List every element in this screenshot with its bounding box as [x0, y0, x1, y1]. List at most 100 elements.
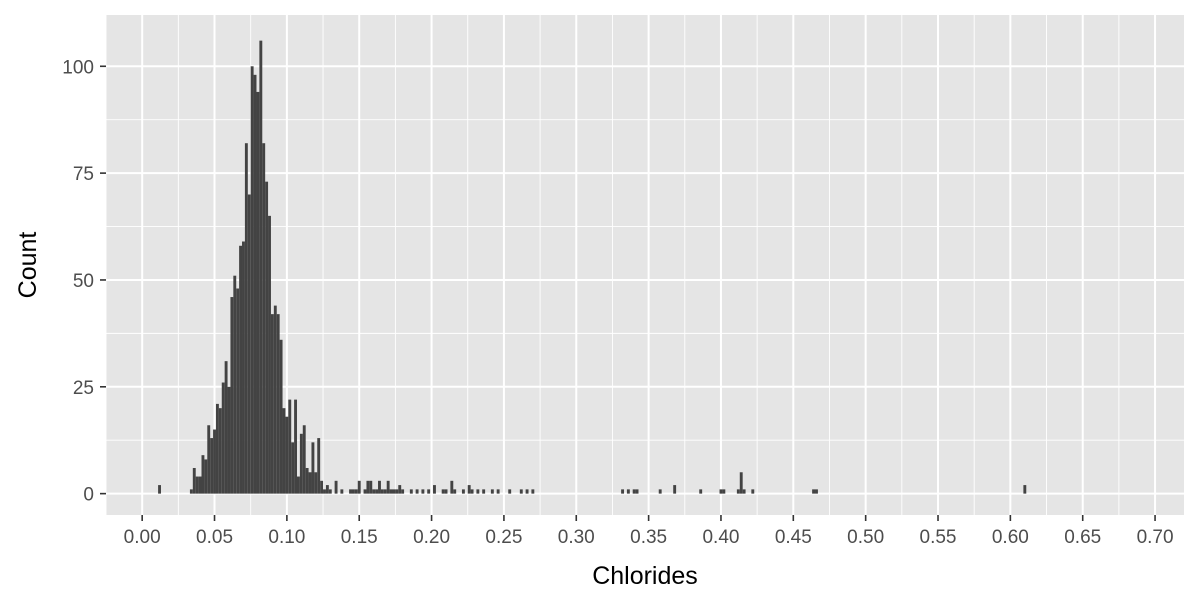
x-tick-label: 0.45: [775, 527, 812, 548]
histogram-bar: [227, 386, 231, 494]
x-tick-label: 0.10: [268, 527, 305, 548]
histogram-bar: [450, 480, 454, 494]
histogram-bar: [476, 489, 480, 494]
major-gridlines: [106, 15, 1184, 515]
histogram-bar: [363, 489, 367, 494]
histogram-bar: [427, 489, 431, 494]
histogram-bar: [253, 74, 257, 494]
histogram-bar: [739, 472, 743, 494]
histogram-bar: [233, 275, 237, 494]
histogram-bar: [262, 143, 266, 494]
histogram-bar: [392, 489, 396, 494]
histogram-bar: [314, 472, 318, 494]
histogram-bar: [268, 215, 271, 494]
histogram-bar: [751, 489, 755, 494]
x-tick-label: 0.25: [485, 527, 522, 548]
histogram-bar: [626, 489, 630, 494]
histogram-bar: [308, 472, 312, 494]
histogram-bar: [270, 314, 274, 494]
histogram-bar: [288, 399, 292, 494]
histogram-bar: [265, 181, 269, 494]
y-tick-label: 50: [73, 271, 94, 292]
histogram-bar: [351, 489, 355, 494]
y-axis: 0 25 50 75 100: [62, 57, 106, 506]
histogram-bar: [291, 442, 295, 494]
histogram-bar: [244, 143, 248, 494]
x-tick-label: 0.35: [630, 527, 667, 548]
histogram-bar: [380, 489, 384, 494]
x-tick-label: 0.50: [847, 527, 884, 548]
histogram-bar: [230, 297, 234, 494]
histogram-bar: [250, 66, 254, 494]
histogram-bar: [299, 433, 303, 494]
histogram-bar: [236, 288, 240, 494]
histogram-bar: [192, 467, 196, 494]
histogram-bar: [215, 403, 219, 494]
y-tick-label: 0: [83, 485, 94, 506]
y-axis-title: Count: [14, 232, 42, 299]
y-tick-label: 75: [73, 164, 94, 185]
histogram-bar: [389, 489, 393, 494]
histogram-bar: [369, 480, 373, 494]
histogram-bar: [340, 489, 344, 494]
histogram-bar: [366, 480, 370, 494]
histogram-bar: [398, 485, 402, 494]
histogram-bar: [531, 489, 535, 494]
histogram-bar: [247, 194, 251, 494]
histogram-bar: [742, 489, 746, 494]
x-tick-label: 0.55: [920, 527, 957, 548]
x-tick-label: 0.30: [558, 527, 595, 548]
histogram-bar: [354, 489, 358, 494]
histogram-bar: [320, 480, 324, 494]
histogram-bar: [218, 408, 222, 494]
histogram-bar: [722, 489, 726, 494]
histogram-bar: [349, 489, 352, 494]
histogram-bar: [204, 459, 208, 494]
x-axis: 0.00 0.05 0.10 0.15 0.20 0.25 0.30 0.35 0.40 0.45…: [124, 515, 1174, 548]
histogram-bar: [635, 489, 639, 494]
histogram-bar: [239, 245, 243, 494]
histogram-bar: [259, 40, 263, 494]
histogram-bar: [519, 489, 523, 494]
histogram-bar: [395, 489, 399, 494]
histogram-bar: [673, 485, 677, 494]
histogram-bar: [386, 480, 390, 494]
histogram-bar: [496, 489, 500, 494]
histogram-bar: [453, 489, 457, 494]
histogram-bar: [189, 489, 193, 494]
y-tick-label: 25: [73, 378, 94, 399]
histogram-bar: [482, 489, 486, 494]
histogram-bar: [444, 489, 448, 494]
histogram-bar: [736, 489, 740, 494]
histogram-bar: [323, 489, 326, 494]
x-tick-label: 0.70: [1137, 527, 1174, 548]
histogram-bar: [433, 485, 436, 494]
histogram-bar: [311, 442, 315, 494]
histogram-bar: [383, 489, 387, 494]
histogram-bar: [325, 485, 329, 494]
histogram-bar: [158, 485, 161, 494]
histogram-bar: [699, 489, 703, 494]
histogram-bar: [632, 489, 636, 494]
histogram-bar: [467, 485, 471, 494]
histogram-bar: [621, 489, 625, 494]
histogram-bar: [242, 241, 245, 494]
x-tick-label: 0.65: [1064, 527, 1101, 548]
histogram-bar: [461, 489, 465, 494]
histogram-bar: [302, 425, 306, 494]
histogram-bars: [158, 40, 1027, 494]
histogram-bar: [213, 429, 216, 494]
histogram-bar: [276, 314, 280, 494]
histogram-bar: [328, 489, 332, 494]
histogram-bar: [441, 489, 445, 494]
histogram-bar: [317, 438, 321, 494]
histogram-bar: [409, 489, 413, 494]
histogram-bar: [207, 425, 211, 494]
histogram-bar: [210, 438, 214, 494]
histogram-bar: [470, 489, 474, 494]
histogram-bar: [372, 489, 376, 494]
histogram-bar: [224, 361, 228, 494]
x-tick-label: 0.05: [196, 527, 233, 548]
histogram-bar: [1023, 485, 1027, 494]
